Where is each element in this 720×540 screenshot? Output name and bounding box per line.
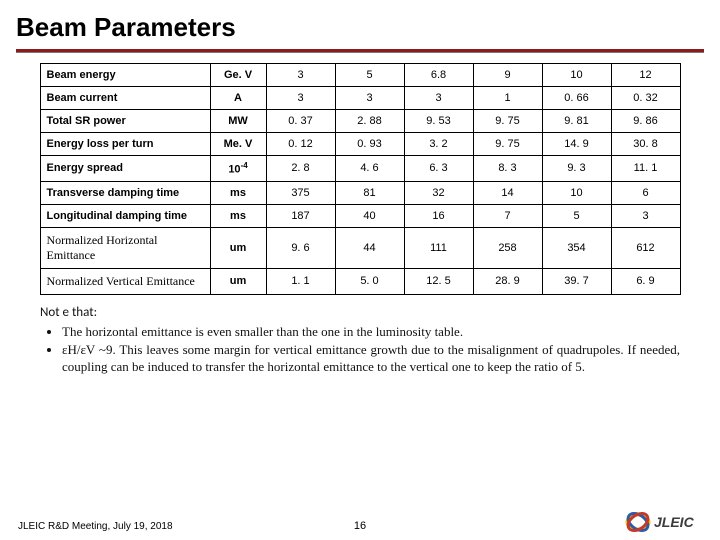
notes-list: The horizontal emittance is even smaller… [40, 324, 680, 377]
table-row: Energy loss per turnMe. V0. 120. 933. 29… [40, 133, 680, 156]
row-value: 612 [611, 227, 680, 268]
jleic-logo: JLEIC [624, 510, 702, 534]
row-value: 28. 9 [473, 268, 542, 294]
row-value: 5 [335, 64, 404, 87]
row-label: Energy spread [40, 156, 210, 182]
row-unit: MW [210, 110, 266, 133]
footer-page-number: 16 [354, 520, 366, 532]
row-unit: um [210, 227, 266, 268]
table-row: Beam energyGe. V356.891012 [40, 64, 680, 87]
row-value: 12. 5 [404, 268, 473, 294]
row-value: 10 [542, 181, 611, 204]
row-value: 9. 75 [473, 133, 542, 156]
beam-parameters-table: Beam energyGe. V356.891012Beam currentA3… [40, 63, 681, 295]
row-label: Normalized Horizontal Emittance [40, 227, 210, 268]
row-value: 44 [335, 227, 404, 268]
table-row: Normalized Vertical Emittanceum1. 15. 01… [40, 268, 680, 294]
row-value: 8. 3 [473, 156, 542, 182]
row-value: 5 [542, 204, 611, 227]
row-value: 3. 2 [404, 133, 473, 156]
row-unit: um [210, 268, 266, 294]
footer: JLEIC R&D Meeting, July 19, 2018 16 JLEI… [0, 510, 720, 532]
row-value: 1 [473, 87, 542, 110]
row-label: Total SR power [40, 110, 210, 133]
row-label: Beam energy [40, 64, 210, 87]
row-unit: ms [210, 181, 266, 204]
row-value: 6. 3 [404, 156, 473, 182]
row-value: 0. 37 [266, 110, 335, 133]
row-value: 111 [404, 227, 473, 268]
row-label: Longitudinal damping time [40, 204, 210, 227]
notes-item: The horizontal emittance is even smaller… [62, 324, 680, 341]
row-value: 1. 1 [266, 268, 335, 294]
footer-meeting: JLEIC R&D Meeting, July 19, 2018 [18, 521, 173, 532]
row-value: 7 [473, 204, 542, 227]
row-value: 30. 8 [611, 133, 680, 156]
row-value: 4. 6 [335, 156, 404, 182]
row-unit: A [210, 87, 266, 110]
row-value: 2. 8 [266, 156, 335, 182]
row-value: 0. 93 [335, 133, 404, 156]
jleic-logo-icon: JLEIC [624, 510, 702, 534]
row-value: 9. 6 [266, 227, 335, 268]
row-value: 14. 9 [542, 133, 611, 156]
row-value: 3 [266, 64, 335, 87]
row-value: 81 [335, 181, 404, 204]
table-row: Longitudinal damping timems1874016753 [40, 204, 680, 227]
row-value: 10 [542, 64, 611, 87]
row-value: 6 [611, 181, 680, 204]
row-label: Normalized Vertical Emittance [40, 268, 210, 294]
row-value: 9. 81 [542, 110, 611, 133]
row-value: 3 [611, 204, 680, 227]
notes-item: εH/εV ~9. This leaves some margin for ve… [62, 342, 680, 376]
row-value: 9. 86 [611, 110, 680, 133]
row-value: 32 [404, 181, 473, 204]
notes-lead: Not e that: [40, 305, 680, 322]
row-value: 16 [404, 204, 473, 227]
row-value: 3 [404, 87, 473, 110]
slide-page: Beam Parameters Beam energyGe. V356.8910… [0, 0, 720, 540]
row-value: 9. 75 [473, 110, 542, 133]
row-label: Beam current [40, 87, 210, 110]
row-value: 5. 0 [335, 268, 404, 294]
row-unit: Ge. V [210, 64, 266, 87]
row-value: 9. 53 [404, 110, 473, 133]
row-unit: ms [210, 204, 266, 227]
table-row: Transverse damping timems375813214106 [40, 181, 680, 204]
row-value: 375 [266, 181, 335, 204]
row-value: 39. 7 [542, 268, 611, 294]
row-value: 11. 1 [611, 156, 680, 182]
row-value: 354 [542, 227, 611, 268]
row-value: 12 [611, 64, 680, 87]
row-value: 187 [266, 204, 335, 227]
row-value: 6.8 [404, 64, 473, 87]
slide-title: Beam Parameters [16, 12, 704, 43]
logo-text: JLEIC [654, 514, 695, 530]
row-value: 9 [473, 64, 542, 87]
table-row: Beam currentA33310. 660. 32 [40, 87, 680, 110]
unit-sup: -4 [241, 161, 248, 170]
row-value: 3 [335, 87, 404, 110]
row-value: 3 [266, 87, 335, 110]
row-value: 0. 32 [611, 87, 680, 110]
row-value: 14 [473, 181, 542, 204]
row-value: 2. 88 [335, 110, 404, 133]
table-row: Energy spread10-42. 84. 66. 38. 39. 311.… [40, 156, 680, 182]
row-value: 9. 3 [542, 156, 611, 182]
row-value: 258 [473, 227, 542, 268]
row-value: 40 [335, 204, 404, 227]
row-label: Transverse damping time [40, 181, 210, 204]
row-value: 0. 66 [542, 87, 611, 110]
row-unit: 10-4 [210, 156, 266, 182]
row-unit: Me. V [210, 133, 266, 156]
notes-block: Not e that: The horizontal emittance is … [40, 305, 680, 377]
table-row: Total SR powerMW0. 372. 889. 539. 759. 8… [40, 110, 680, 133]
row-label: Energy loss per turn [40, 133, 210, 156]
title-rule-grey [16, 52, 704, 53]
row-value: 6. 9 [611, 268, 680, 294]
table-row: Normalized Horizontal Emittanceum9. 6441… [40, 227, 680, 268]
row-value: 0. 12 [266, 133, 335, 156]
unit-base: 10 [228, 164, 240, 176]
